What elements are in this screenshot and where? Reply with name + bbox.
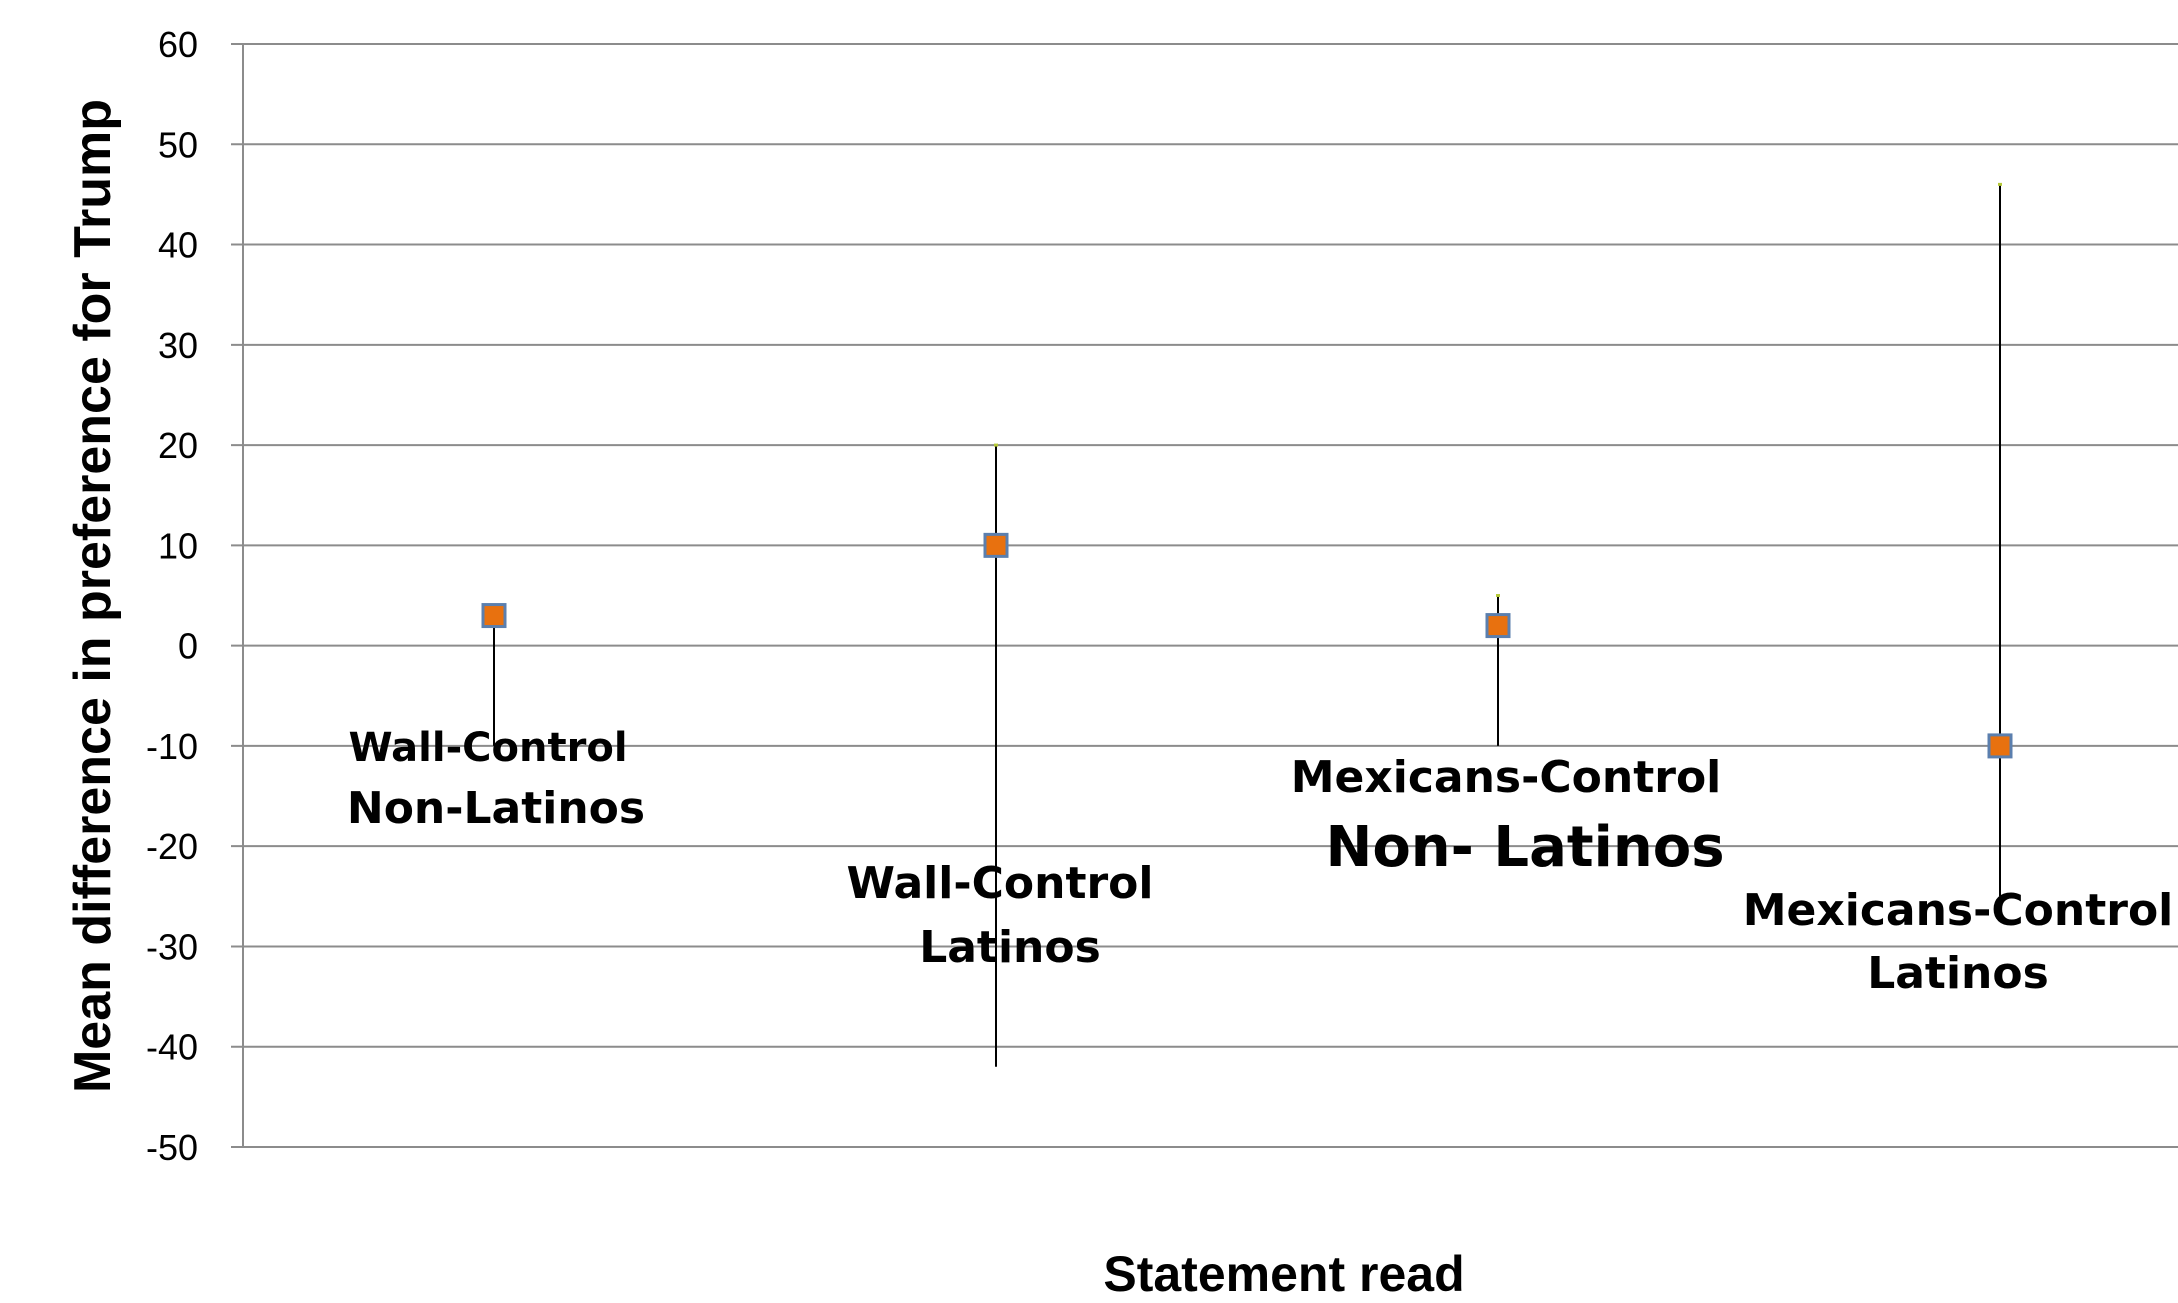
label-wall-latinos-line2: Latinos bbox=[919, 922, 1101, 973]
y-axis-title: Mean difference in preference for Trump bbox=[64, 99, 122, 1093]
y-tick-label-60: 60 bbox=[158, 24, 198, 65]
label-wall-nonlatinos-line1: Wall-Control bbox=[348, 725, 627, 771]
data-point-2 bbox=[1485, 613, 1511, 639]
category-labels: Wall-Control Non-Latinos Wall-Control La… bbox=[347, 725, 2173, 999]
data-point-0 bbox=[481, 603, 507, 629]
gridlines bbox=[231, 43, 2178, 1148]
y-tick-label-50: 50 bbox=[158, 124, 198, 165]
label-mexicans-latinos-line1: Mexicans-Control bbox=[1743, 885, 2174, 936]
data-markers bbox=[481, 532, 2013, 759]
label-mexicans-nonlatinos-line1: Mexicans-Control bbox=[1291, 752, 1722, 803]
y-tick-label--10: -10 bbox=[146, 726, 198, 767]
label-wall-nonlatinos-line2: Non-Latinos bbox=[347, 783, 645, 834]
label-mexicans-nonlatinos-line2: Non- Latinos bbox=[1325, 815, 1724, 880]
label-wall-latinos-line1: Wall-Control bbox=[847, 858, 1154, 909]
y-tick-label-0: 0 bbox=[178, 626, 198, 667]
data-point-1 bbox=[983, 532, 1009, 558]
y-tick-label-40: 40 bbox=[158, 225, 198, 266]
y-tick-label-20: 20 bbox=[158, 425, 198, 466]
y-tick-label--50: -50 bbox=[146, 1127, 198, 1168]
data-point-3 bbox=[1987, 733, 2013, 759]
y-tick-label--30: -30 bbox=[146, 926, 198, 967]
label-mexicans-latinos-line2: Latinos bbox=[1867, 948, 2049, 999]
y-tick-labels: 60 50 40 30 20 10 0 -10 -20 -30 -40 -50 bbox=[146, 24, 198, 1168]
y-tick-label--40: -40 bbox=[146, 1027, 198, 1068]
y-tick-label-10: 10 bbox=[158, 525, 198, 566]
y-tick-label-30: 30 bbox=[158, 325, 198, 366]
x-axis-title: Statement read bbox=[1103, 1246, 1464, 1302]
y-tick-label--20: -20 bbox=[146, 826, 198, 867]
